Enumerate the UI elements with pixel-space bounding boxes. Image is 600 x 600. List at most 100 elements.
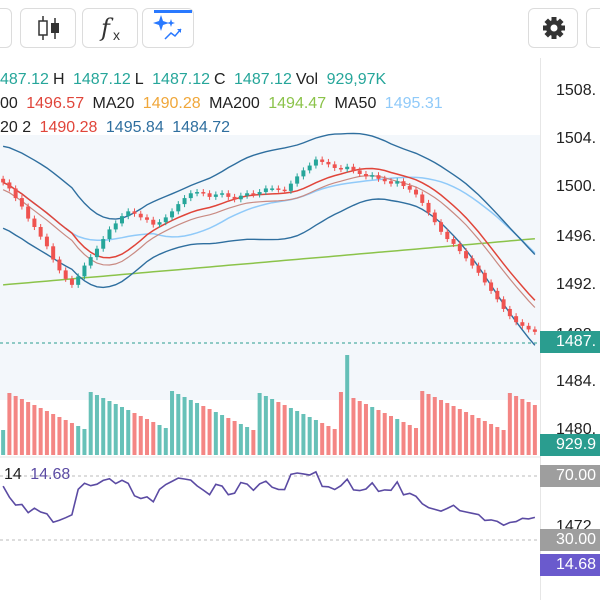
volume-bar xyxy=(420,391,425,455)
volume-bar xyxy=(257,393,262,455)
candle-body xyxy=(270,188,275,190)
toolbar-button-partial-right[interactable] xyxy=(586,8,600,48)
volume-bar xyxy=(238,424,243,455)
volume-bar xyxy=(288,408,293,455)
candle-body xyxy=(420,194,425,203)
candle-body xyxy=(138,213,143,218)
candle-body xyxy=(395,181,400,184)
candle-body xyxy=(451,239,456,244)
candle-body xyxy=(182,198,187,205)
candle-body xyxy=(113,223,118,230)
price-axis-label: 1484. xyxy=(556,373,597,390)
volume-bar xyxy=(226,418,231,455)
rsi-last-tag: 14.68 xyxy=(540,554,600,576)
volume-bar xyxy=(13,396,18,455)
volume-bar xyxy=(220,415,225,455)
candle-body xyxy=(207,193,212,197)
volume-bar xyxy=(301,414,306,455)
candle-body xyxy=(26,206,31,219)
volume-bar xyxy=(51,414,56,455)
volume-bar xyxy=(464,412,469,455)
candle-body xyxy=(32,218,37,228)
candle-body xyxy=(370,175,375,177)
candle-body xyxy=(401,181,406,187)
volume-bar xyxy=(82,429,87,455)
volume-bar xyxy=(145,419,150,455)
candle-body xyxy=(232,196,237,200)
candle-body xyxy=(382,178,387,182)
volume-bar xyxy=(19,399,24,455)
volume-bar xyxy=(207,409,212,455)
ma-prefix-label: 00 xyxy=(0,95,18,112)
magic-indicator-button[interactable] xyxy=(142,8,194,48)
volume-bar xyxy=(370,407,375,455)
rsi-legend: 14 14.68 xyxy=(4,465,74,485)
candle-body xyxy=(226,193,231,197)
candle-body xyxy=(489,282,494,291)
volume-bar xyxy=(188,400,193,455)
volume-bar xyxy=(439,400,444,455)
candle-body xyxy=(1,178,6,183)
volume-bar xyxy=(332,429,337,455)
candle-body xyxy=(338,167,343,170)
candle-body xyxy=(432,212,437,223)
candle-body xyxy=(88,257,93,266)
candle-body xyxy=(263,188,268,193)
candle-body xyxy=(126,211,131,217)
volume-bar xyxy=(126,410,131,455)
candle-body xyxy=(357,170,362,174)
volume-bar xyxy=(351,398,356,455)
ohlc-high: 1487.12 xyxy=(72,71,131,88)
candle-body xyxy=(526,325,531,330)
candle-body xyxy=(520,322,525,326)
candlestick-icon xyxy=(38,16,59,40)
price-axis-label: 1500. xyxy=(556,178,597,195)
volume-bar xyxy=(176,394,181,455)
volume-bar xyxy=(307,417,312,455)
volume-bar xyxy=(151,422,156,455)
candle-body xyxy=(476,265,481,273)
candle-body xyxy=(439,222,444,232)
price-axis[interactable] xyxy=(540,58,600,600)
candle-body xyxy=(351,166,356,171)
candle-body xyxy=(326,161,331,165)
settings-button[interactable] xyxy=(528,8,578,48)
function-button[interactable]: f x xyxy=(82,8,138,48)
candle-body xyxy=(532,329,537,332)
volume-bar xyxy=(182,397,187,455)
volume-bar xyxy=(457,409,462,455)
price-chart[interactable] xyxy=(0,58,600,600)
last-price-tag: 1487. xyxy=(540,331,600,353)
ma200-value: 1494.47 xyxy=(268,95,327,112)
candle-body xyxy=(282,189,287,192)
bb-prefix: 20 2 xyxy=(0,119,32,136)
candle-body xyxy=(82,265,87,277)
ohlc-l-label: L xyxy=(134,71,144,88)
volume-bar xyxy=(101,398,106,455)
volume-bar xyxy=(401,422,406,455)
candle-body xyxy=(163,217,168,223)
rsi-label: 14 xyxy=(4,466,22,483)
candle-body xyxy=(307,165,312,171)
toolbar-button-partial[interactable] xyxy=(0,8,12,48)
volume-bar xyxy=(395,419,400,455)
price-axis-label: 1508. xyxy=(556,82,597,99)
volume-bar xyxy=(326,426,331,455)
volume-bar xyxy=(532,405,537,455)
candle-body xyxy=(101,239,106,249)
volume-bar xyxy=(88,392,93,455)
candle-body xyxy=(251,193,256,195)
volume-bar xyxy=(476,418,481,455)
volume-bar xyxy=(526,402,531,455)
volume-bar xyxy=(232,421,237,455)
chart-background xyxy=(0,135,540,400)
volume-bar xyxy=(195,403,200,455)
volume-bar xyxy=(57,417,62,455)
ma-prefix-value: 1496.57 xyxy=(26,95,85,112)
ma20-value: 1490.28 xyxy=(142,95,201,112)
candle-body xyxy=(19,198,24,207)
volume-bar xyxy=(414,428,419,455)
candlestick-button[interactable] xyxy=(20,8,76,48)
candle-body xyxy=(57,259,62,271)
volume-bar xyxy=(263,396,268,455)
